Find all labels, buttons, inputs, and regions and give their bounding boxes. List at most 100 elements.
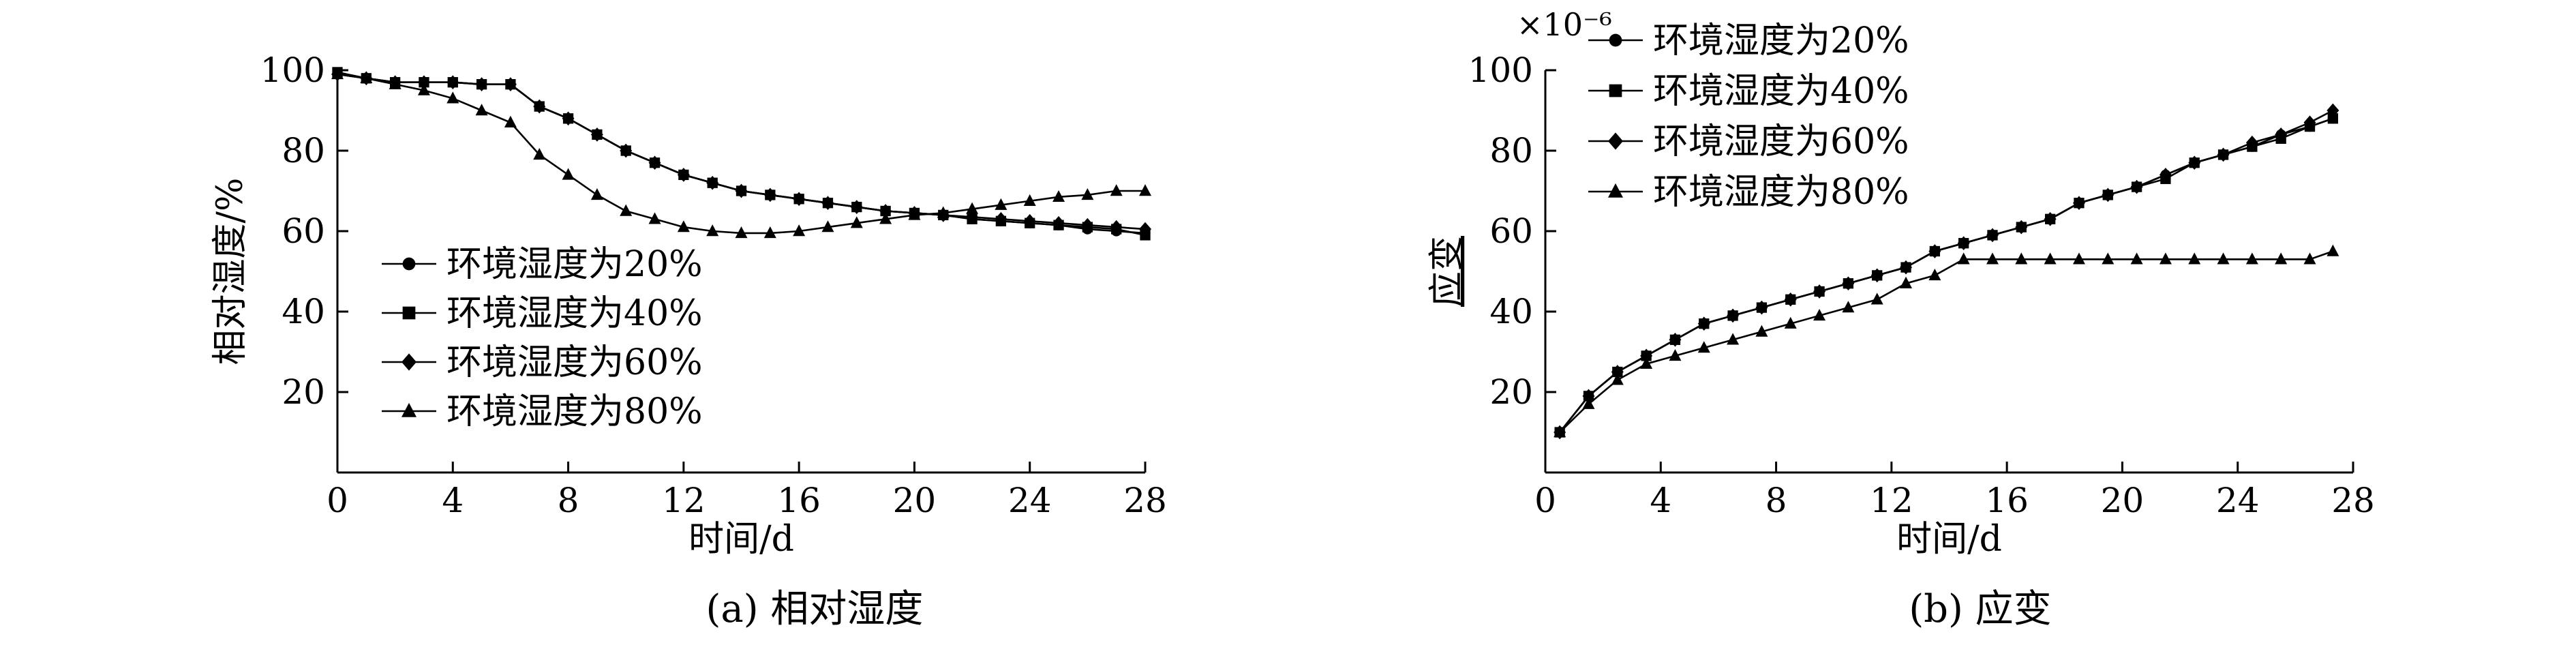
data-point-4 — [821, 220, 834, 232]
legend-label: 环境湿度为40% — [446, 293, 703, 334]
y-tick-label: 60 — [1489, 211, 1533, 251]
y-axis-title: 应变 — [1427, 236, 1468, 307]
data-point-4 — [389, 77, 401, 89]
data-point-4 — [677, 220, 690, 232]
legend-label: 环境湿度为80% — [1653, 172, 1909, 213]
data-point-3 — [1640, 348, 1653, 363]
data-point-3 — [735, 183, 748, 198]
data-point-4 — [620, 204, 633, 216]
data-point-4 — [2102, 252, 2115, 265]
x-tick-label: 4 — [1650, 481, 1671, 520]
data-point-3 — [648, 155, 661, 170]
data-point-3 — [504, 77, 517, 91]
data-point-4 — [2044, 252, 2057, 265]
strain-chart: 0 4 8 12 16 20 24 28 20 40 60 80 100 时间/d 应变 ×10⁻⁶ 环境湿度为… — [1427, 6, 2375, 631]
data-point-4 — [2130, 252, 2143, 265]
x-tick-label: 12 — [662, 481, 706, 520]
data-point-3 — [2044, 211, 2057, 226]
x-tick-label: 28 — [2331, 481, 2375, 520]
legend-marker-square — [402, 306, 416, 320]
data-point-3 — [706, 175, 719, 190]
data-point-4 — [793, 224, 806, 237]
x-tick-label: 0 — [327, 481, 348, 520]
y-tick-label: 40 — [1489, 292, 1533, 331]
data-point-3 — [620, 143, 633, 158]
data-point-3 — [475, 77, 488, 91]
data-point-4 — [2303, 252, 2316, 265]
series-line-1 — [337, 73, 1146, 235]
data-point-3 — [1813, 284, 1826, 299]
data-point-4 — [590, 188, 603, 200]
series-line-1 — [1559, 117, 2333, 433]
data-point-4 — [2072, 252, 2085, 265]
data-point-4 — [2245, 252, 2258, 265]
x-tick-label: 8 — [1766, 481, 1787, 520]
legend-marker-diamond — [1608, 132, 1623, 150]
data-point-3 — [2130, 179, 2143, 194]
data-point-3 — [1052, 215, 1065, 230]
legend-label: 环境湿度为80% — [446, 391, 703, 432]
data-point-4 — [1052, 190, 1065, 202]
data-point-4 — [1870, 292, 1883, 305]
data-point-3 — [533, 99, 546, 114]
data-point-3 — [1611, 365, 1624, 379]
data-point-3 — [2159, 168, 2172, 182]
data-point-4 — [1110, 184, 1123, 196]
data-point-4 — [1697, 341, 1710, 353]
data-point-3 — [2015, 220, 2028, 235]
x-tick-label: 28 — [1123, 481, 1167, 520]
x-tick-label: 12 — [1870, 481, 1913, 520]
y-tick-label: 40 — [282, 292, 325, 331]
data-point-4 — [2159, 252, 2172, 265]
data-point-3 — [2275, 127, 2288, 142]
y-tick-label: 20 — [1489, 372, 1533, 412]
x-tick-label: 4 — [442, 481, 464, 520]
data-point-4 — [908, 208, 921, 220]
y-tick-label: 60 — [282, 211, 325, 251]
legend-label: 环境湿度为40% — [1653, 71, 1909, 112]
data-point-4 — [2327, 244, 2339, 256]
data-point-4 — [995, 198, 1007, 210]
data-point-3 — [417, 75, 430, 90]
legend-marker-diamond — [401, 353, 416, 371]
series-line-2 — [337, 71, 1146, 237]
data-point-4 — [1957, 252, 1970, 265]
y-axis-title: 相对湿度/% — [210, 178, 251, 365]
data-point-4 — [763, 226, 776, 239]
data-point-3 — [966, 210, 979, 224]
data-point-4 — [360, 71, 373, 83]
data-point-3 — [2327, 103, 2339, 118]
legend-label: 环境湿度为20% — [446, 244, 703, 285]
x-tick-label: 20 — [893, 481, 937, 520]
data-point-3 — [1755, 300, 1768, 315]
data-point-3 — [1784, 292, 1797, 307]
chart-caption: (b) 应变 — [1909, 587, 2051, 631]
x-tick-label: 0 — [1534, 481, 1556, 520]
legend-marker-circle — [402, 257, 416, 271]
legend-marker-square — [1609, 84, 1622, 97]
data-point-4 — [1611, 373, 1624, 385]
data-point-3 — [1582, 389, 1595, 404]
data-point-3 — [1842, 276, 1855, 291]
data-point-4 — [937, 206, 950, 218]
data-point-3 — [1957, 236, 1970, 251]
data-point-4 — [562, 168, 575, 180]
data-point-3 — [1139, 222, 1151, 237]
data-point-4 — [331, 68, 344, 80]
data-point-3 — [995, 211, 1007, 226]
legend-marker-triangle — [401, 402, 416, 417]
data-point-3 — [1023, 213, 1036, 228]
data-point-3 — [2072, 196, 2085, 211]
x-tick-label: 24 — [1008, 481, 1052, 520]
data-point-3 — [850, 200, 863, 214]
legend-label: 环境湿度为60% — [446, 342, 703, 383]
data-point-3 — [2102, 188, 2115, 202]
data-point-4 — [1842, 301, 1855, 313]
data-point-4 — [1813, 309, 1826, 321]
series-line-2 — [1559, 117, 2333, 433]
data-point-4 — [475, 104, 488, 116]
data-point-4 — [417, 83, 430, 95]
data-point-3 — [2245, 135, 2258, 150]
data-point-4 — [648, 212, 661, 224]
